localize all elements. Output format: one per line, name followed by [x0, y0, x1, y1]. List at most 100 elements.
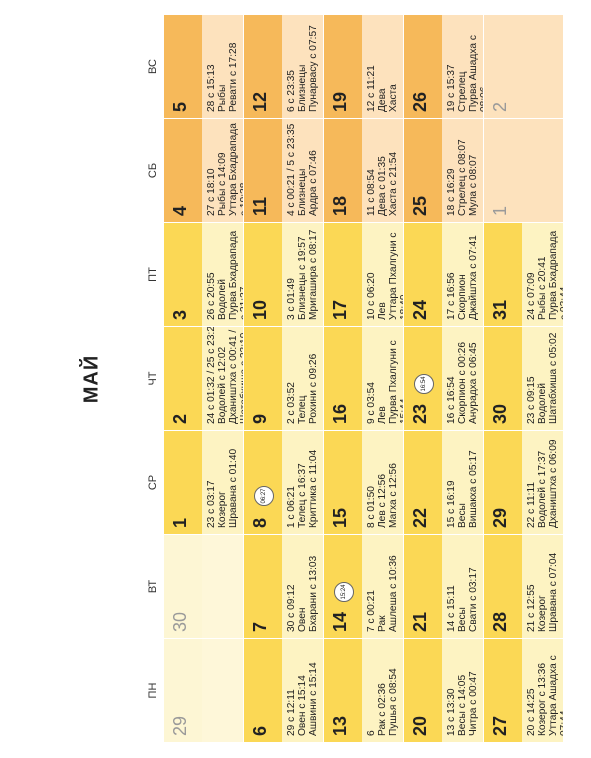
info-line: Рыбы с 14:09	[217, 152, 228, 216]
day-cell[interactable]: 6 29 с 12:11 Овен с 15:14 Ашвини с 15:14	[244, 639, 323, 742]
info-line: Козерог с 13:36	[537, 662, 548, 736]
crescent-moon-icon	[333, 33, 353, 43]
info-line: Шатабхиша с 05:02	[548, 332, 559, 424]
day-cell[interactable]: 8 06:27 1 с 06:21 Телец с 16:37 Криттика с 1…	[244, 431, 323, 534]
info-line: 18 с 16:29	[446, 168, 457, 216]
day-cell[interactable]: 9 2 с 03:52 Телец Рохини с 09:26	[244, 327, 323, 430]
day-info: 6 с 23:35 Близнецы Пунарвасу с 07:57	[286, 19, 319, 112]
day-cell[interactable]: 28 21 с 12:55 Козерог Шравана с 07:04	[484, 535, 563, 638]
day-number: 21	[410, 611, 430, 632]
day-cell[interactable]: 5 28 с 15:13 Рыбы Ревати с 17:28	[164, 15, 243, 118]
crescent-moon-icon	[493, 345, 513, 355]
day-cell[interactable]: 23 16:54 16 с 16:54 Скорпион с 00:26 Анурадх…	[404, 327, 483, 430]
day-info: 4 с 00:21 / 5 с 23:35 Близнецы Ардра с 07:…	[286, 123, 319, 216]
day-cell[interactable]: 11 4 с 00:21 / 5 с 23:35 Близнецы Ардра с 0…	[244, 119, 323, 222]
info-line: 28 с 15:13	[206, 64, 217, 112]
day-cell[interactable]: 12 6 с 23:35 Близнецы Пунарвасу с 07:57	[244, 15, 323, 118]
crescent-moon-icon	[173, 657, 193, 667]
day-info: 7 с 00:21 Рак Ашлеша с 10:36	[366, 539, 399, 632]
crescent-moon-icon	[413, 345, 433, 355]
day-cell[interactable]: 13 6 Рак с 02:36 Пушья с 08:54	[324, 639, 403, 742]
info-line: 7 с 00:21	[366, 590, 377, 632]
info-line: 15:44	[399, 398, 403, 425]
crescent-moon-icon	[413, 553, 433, 563]
day-cell[interactable]: 1 23 с 03:17 Козерог Шравана с 01:40	[164, 431, 243, 534]
day-cell[interactable]: 29 22 с 11:11 Водолей с 17:37 Дхаништха с 0…	[484, 431, 563, 534]
info-line: 3 с 01:49	[286, 278, 297, 320]
day-cell[interactable]: 30 23 с 09:15 Водолей Шатабхиша с 05:02	[484, 327, 563, 430]
day-number: 2	[170, 413, 190, 424]
day-cell[interactable]: 17 10 с 06:20 Лев Уттара Пхалгуни с 18:49	[324, 223, 403, 326]
day-cell[interactable]: 4 27 с 18:10 Рыбы с 14:09 Уттара Бхадрапада…	[164, 119, 243, 222]
info-line: 13 с 13:30	[446, 688, 457, 736]
info-line: 21 с 12:55	[526, 584, 537, 632]
day-cell[interactable]: 27 20 с 14:25 Козерог с 13:36 Уттара Ашадха…	[484, 639, 563, 742]
day-cell[interactable]: 7 30 с 09:12 Овен Бхарани с 13:03	[244, 535, 323, 638]
crescent-moon-icon	[173, 137, 193, 147]
info-line: 6	[366, 730, 377, 736]
info-line: 07:44	[559, 710, 563, 737]
day-cell[interactable]: 16 9 с 03:54 Лев Пурва Пхалгуни с 15:44	[324, 327, 403, 430]
day-number: 30	[170, 611, 190, 632]
day-cell[interactable]: 10 3 с 01:49 Близнецы с 19:57 Мригашира с 0…	[244, 223, 323, 326]
info-line: с 19:38	[239, 182, 243, 216]
info-line: Водолей	[217, 279, 228, 320]
day-cell[interactable]: 2 24 с 01:32 / 25 с 23:24 Водолей с 12:02 Д…	[164, 327, 243, 430]
info-line: Рак с 02:36	[377, 683, 388, 736]
info-line: 6 с 23:35	[286, 70, 297, 112]
weekday-header: ПН	[147, 682, 159, 699]
info-line: Близнецы с 19:57	[297, 236, 308, 320]
day-number: 11	[250, 196, 270, 216]
info-line: 20 с 14:25	[526, 688, 537, 736]
crescent-moon-icon	[173, 449, 193, 459]
day-cell[interactable]: 24 17 с 16:56 Скорпион Джайштха с 07:41	[404, 223, 483, 326]
info-line: 11 с 08:54	[366, 169, 377, 216]
crescent-moon-icon	[493, 137, 513, 147]
info-line: 12 с 11:21	[366, 65, 377, 112]
day-info: 17 с 16:56 Скорпион Джайштха с 07:41	[446, 227, 479, 320]
day-cell[interactable]: 14 15:24 7 с 00:21 Рак Ашлеша с 10:36	[324, 535, 403, 638]
day-cell[interactable]: 15 8 с 01:50 Лев с 12:56 Магха с 12:56	[324, 431, 403, 534]
day-info: 8 с 01:50 Лев с 12:56 Магха с 12:56	[366, 435, 399, 528]
day-cell[interactable]: 18 11 с 08:54 Дева с 01:35 Хаста с 21:54	[324, 119, 403, 222]
day-cell[interactable]: 2	[484, 15, 563, 118]
info-line: с 21:37	[239, 286, 243, 320]
crescent-moon-icon	[253, 553, 273, 563]
day-cell[interactable]: 20 13 с 13:30 Весы с 14:05 Читра с 00:47	[404, 639, 483, 742]
day-info: 28 с 15:13 Рыбы Ревати с 17:28	[206, 19, 239, 112]
info-line: Рохини с 09:26	[308, 353, 319, 424]
day-cell[interactable]: 19 12 с 11:21 Дева Хаста	[324, 15, 403, 118]
crescent-moon-icon	[253, 137, 273, 147]
day-info: 21 с 12:55 Козерог Шравана с 07:04	[526, 539, 559, 632]
info-line: 16 с 16:54	[446, 376, 457, 424]
info-line: 2 с 03:52	[286, 382, 297, 424]
day-number: 28	[490, 611, 510, 632]
info-line: Рак	[377, 615, 388, 632]
info-line: 8 с 01:50	[366, 486, 377, 528]
day-number: 5	[170, 101, 190, 112]
info-line: Весы	[457, 607, 468, 632]
day-number: 24	[410, 299, 430, 320]
day-cell[interactable]: 26 19 с 15:37 Стрелец Пурва Ашадха с 08:06	[404, 15, 483, 118]
day-cell[interactable]: 22 15 с 16:19 Весы Вишакха с 05:17	[404, 431, 483, 534]
day-number: 25	[410, 195, 430, 216]
info-line: 23 с 03:17	[206, 480, 217, 528]
info-line: Шравана с 07:04	[548, 552, 559, 632]
crescent-moon-icon	[173, 553, 193, 563]
info-line: Овен	[297, 607, 308, 632]
day-cell[interactable]: 29	[164, 639, 243, 742]
info-line: Анурадха с 06:45	[468, 342, 479, 424]
day-number: 12	[250, 91, 270, 112]
day-cell[interactable]: 30	[164, 535, 243, 638]
day-cell[interactable]: 25 18 с 16:29 Стрелец с 08:07 Мула с 08:07	[404, 119, 483, 222]
info-line: Дхаништха с 00:41 /	[228, 329, 239, 424]
info-line: 22 с 11:11	[526, 481, 537, 528]
day-cell[interactable]: 31 24 с 07:09 Рыбы с 20:41 Пурва Бхадрапада…	[484, 223, 563, 326]
weekday-header: СР	[147, 474, 159, 491]
day-cell[interactable]: 21 14 с 15:11 Весы Свати с 03:17	[404, 535, 483, 638]
day-cell[interactable]: 1	[484, 119, 563, 222]
weekday-header: ВС	[147, 59, 159, 74]
day-number: 6	[250, 725, 270, 736]
